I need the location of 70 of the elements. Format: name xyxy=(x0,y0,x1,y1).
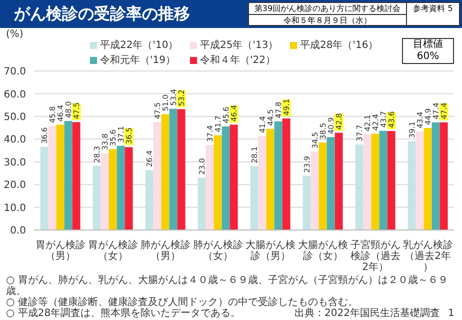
bar xyxy=(266,128,274,230)
bar xyxy=(302,176,311,230)
bar xyxy=(230,124,238,230)
bar xyxy=(100,153,109,230)
bar xyxy=(334,132,343,230)
bar xyxy=(72,122,80,230)
bar xyxy=(92,166,101,230)
y-axis-title: (%) xyxy=(6,29,24,40)
chart-title: がん検診の受診率の推移 xyxy=(14,4,190,25)
legend-label: 平成25年（'13） xyxy=(200,38,278,52)
bar xyxy=(48,126,56,230)
bar xyxy=(177,109,186,230)
y-tick-label: 60.0 xyxy=(4,89,26,100)
text: ○ 平成28年調査は、熊本県を除いたデータである。 xyxy=(6,308,241,319)
x-tick-label: 大腸がん検診（女） xyxy=(298,239,348,262)
bar xyxy=(250,166,258,230)
x-tick-label: 肺がん検診（女） xyxy=(192,239,243,262)
bar xyxy=(310,152,319,230)
bar xyxy=(56,124,64,230)
bar xyxy=(379,130,388,230)
bar xyxy=(440,122,448,230)
y-tick-label: 0.0 xyxy=(10,226,26,237)
bar xyxy=(116,146,125,230)
y-tick-label: 40.0 xyxy=(4,134,26,146)
bar xyxy=(326,137,335,230)
y-tick-label: 20.0 xyxy=(4,180,26,192)
text: ○ 胃がん、肺がん、乳がん、大腸がんは４０歳～６９歳、子宮がん（子宮頸がん）は２０歳～６９歳。 xyxy=(6,275,449,297)
bar xyxy=(124,147,133,230)
x-tick-label: 大腸がん検診（男） xyxy=(245,239,296,262)
bar xyxy=(282,118,290,230)
bar xyxy=(424,128,432,230)
source-note: 出典：2022年国民生活基礎調査 xyxy=(294,308,440,319)
bar xyxy=(64,120,72,230)
bar xyxy=(408,141,416,230)
bar xyxy=(40,146,48,230)
text: 目標値 60% xyxy=(403,39,453,63)
bar xyxy=(214,135,222,230)
bar xyxy=(222,126,230,230)
text: 1 xyxy=(448,308,454,319)
bar xyxy=(206,145,214,230)
bar xyxy=(198,178,206,230)
bar xyxy=(258,136,266,230)
bar xyxy=(432,122,440,230)
bar xyxy=(108,149,117,230)
y-tick-label: 30.0 xyxy=(4,157,26,168)
x-tick-label: 乳がん検診（過去2年） xyxy=(402,239,453,273)
x-tick-label: 子宮頸がん検診（過去2年） xyxy=(350,239,400,273)
x-tick-label: 肺がん検診（男） xyxy=(140,239,190,262)
bar xyxy=(363,134,372,230)
legend-label: 平成22年（'10） xyxy=(100,38,178,52)
bar xyxy=(355,144,364,230)
text: ○ 健診等（健康診断、健康診査及び人間ドック）の中で受診したものも含む。 xyxy=(6,297,359,308)
bar xyxy=(153,122,162,230)
bar xyxy=(161,114,170,230)
bar xyxy=(318,142,327,230)
bar xyxy=(145,170,154,230)
header-info-box: 第39回がん検診のあり方に関する検討会 令和５年８月９日（水） 参考資料 5 xyxy=(248,2,460,26)
y-tick-label: 50.0 xyxy=(4,112,26,123)
y-tick-label: 10.0 xyxy=(4,202,26,214)
legend-label: 令和元年（'19） xyxy=(100,54,176,67)
bar xyxy=(387,130,396,230)
legend-label: 令和４年（'22） xyxy=(200,54,276,67)
legend-label: 平成28年（'16） xyxy=(300,38,378,52)
bar xyxy=(371,134,380,230)
bar xyxy=(274,121,282,230)
x-tick-label: 胃がん検診（女） xyxy=(88,239,138,262)
bar xyxy=(169,108,178,230)
y-tick-label: 70.0 xyxy=(4,66,26,78)
x-tick-label: 胃がん検診（男） xyxy=(35,239,86,262)
bar xyxy=(416,131,424,230)
